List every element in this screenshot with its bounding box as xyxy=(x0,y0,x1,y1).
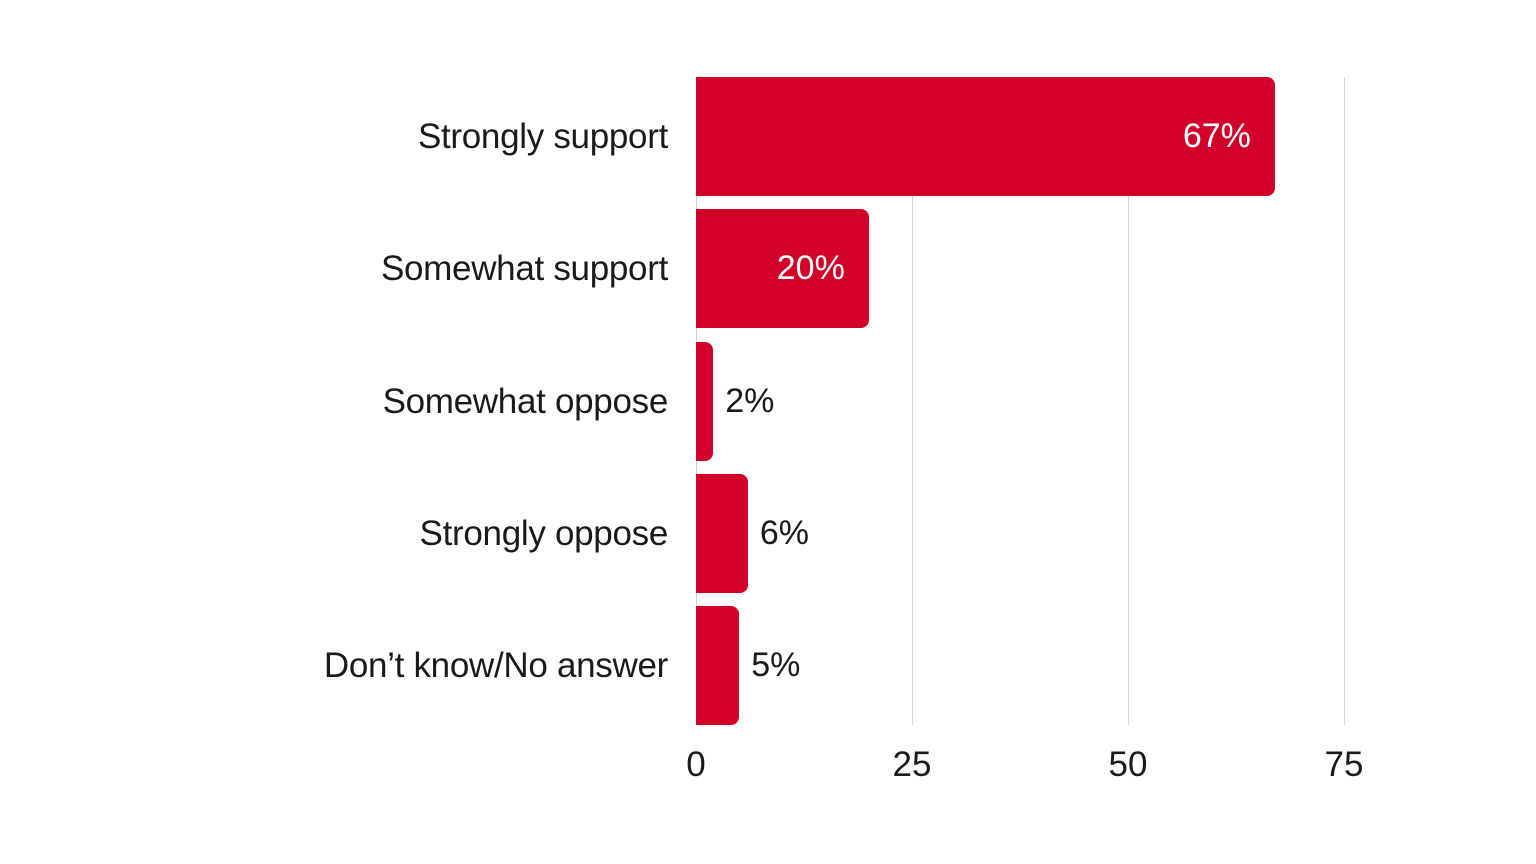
bar xyxy=(696,606,740,725)
value-label: 20% xyxy=(776,249,845,287)
gridline-75 xyxy=(1344,77,1345,725)
x-tick: 75 xyxy=(1324,745,1364,784)
value-label: 5% xyxy=(751,646,801,684)
category-label: Strongly oppose xyxy=(419,513,669,553)
bar xyxy=(696,209,869,328)
category-label: Somewhat oppose xyxy=(382,381,669,421)
gridline-50 xyxy=(1128,77,1129,725)
x-tick: 0 xyxy=(686,745,706,784)
category-label: Strongly support xyxy=(417,116,668,156)
bar xyxy=(696,77,1275,196)
category-label: Don’t know/No answer xyxy=(323,645,668,685)
value-label: 67% xyxy=(1182,117,1251,155)
category-label: Somewhat support xyxy=(380,248,668,288)
bar xyxy=(696,474,748,593)
value-label: 6% xyxy=(759,514,809,552)
x-tick: 25 xyxy=(892,745,932,784)
bar xyxy=(696,342,714,461)
x-tick: 50 xyxy=(1108,745,1148,784)
value-label: 2% xyxy=(725,382,775,420)
gridline-25 xyxy=(912,77,913,725)
